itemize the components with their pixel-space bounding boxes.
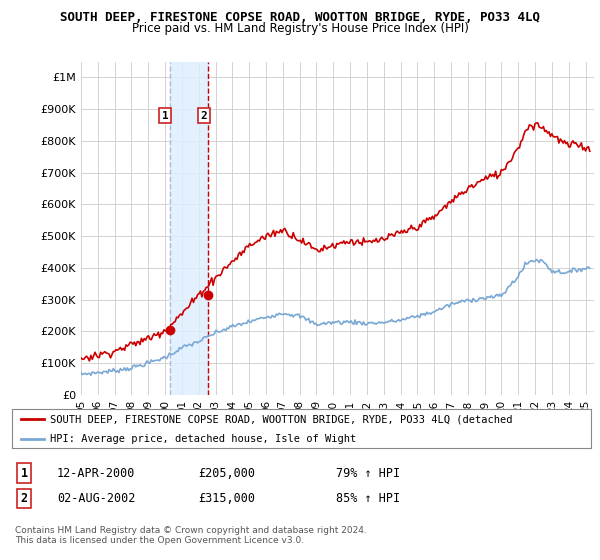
Text: 85% ↑ HPI: 85% ↑ HPI: [336, 492, 400, 505]
Text: Contains HM Land Registry data © Crown copyright and database right 2024.: Contains HM Land Registry data © Crown c…: [15, 526, 367, 535]
Text: 79% ↑ HPI: 79% ↑ HPI: [336, 466, 400, 480]
Text: £315,000: £315,000: [198, 492, 255, 505]
Text: Price paid vs. HM Land Registry's House Price Index (HPI): Price paid vs. HM Land Registry's House …: [131, 22, 469, 35]
Text: SOUTH DEEP, FIRESTONE COPSE ROAD, WOOTTON BRIDGE, RYDE, PO33 4LQ (detached: SOUTH DEEP, FIRESTONE COPSE ROAD, WOOTTO…: [50, 414, 512, 424]
Text: HPI: Average price, detached house, Isle of Wight: HPI: Average price, detached house, Isle…: [50, 435, 356, 445]
Text: 02-AUG-2002: 02-AUG-2002: [57, 492, 136, 505]
Text: SOUTH DEEP, FIRESTONE COPSE ROAD, WOOTTON BRIDGE, RYDE, PO33 4LQ: SOUTH DEEP, FIRESTONE COPSE ROAD, WOOTTO…: [60, 11, 540, 24]
Bar: [170, 62, 208, 395]
Text: £205,000: £205,000: [198, 466, 255, 480]
Text: 12-APR-2000: 12-APR-2000: [57, 466, 136, 480]
Text: 1: 1: [20, 466, 28, 480]
Text: 2: 2: [200, 110, 207, 120]
Text: 1: 1: [162, 110, 169, 120]
Text: This data is licensed under the Open Government Licence v3.0.: This data is licensed under the Open Gov…: [15, 536, 304, 545]
Text: 2: 2: [20, 492, 28, 505]
